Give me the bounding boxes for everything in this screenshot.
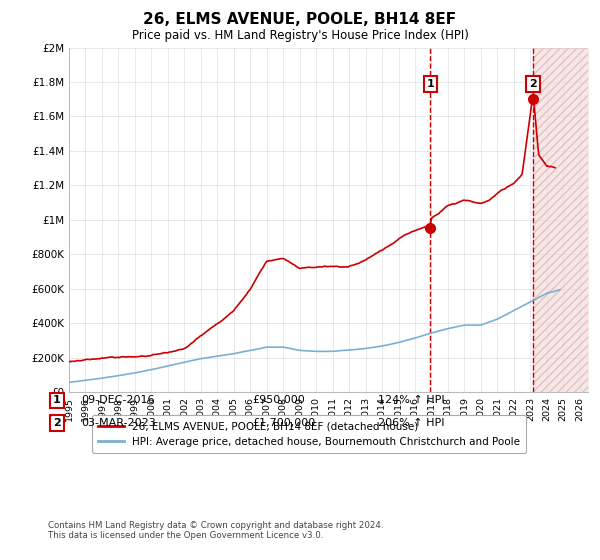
Legend: 26, ELMS AVENUE, POOLE, BH14 8EF (detached house), HPI: Average price, detached : 26, ELMS AVENUE, POOLE, BH14 8EF (detach… [92, 415, 526, 453]
Text: 09-DEC-2016: 09-DEC-2016 [81, 395, 155, 405]
Text: 1: 1 [426, 79, 434, 89]
Text: 2: 2 [53, 418, 61, 428]
Text: 1: 1 [53, 395, 61, 405]
Text: 206% ↑ HPI: 206% ↑ HPI [378, 418, 445, 428]
Text: Contains HM Land Registry data © Crown copyright and database right 2024.
This d: Contains HM Land Registry data © Crown c… [48, 521, 383, 540]
Text: £1,700,000: £1,700,000 [252, 418, 315, 428]
Text: Price paid vs. HM Land Registry's House Price Index (HPI): Price paid vs. HM Land Registry's House … [131, 29, 469, 42]
Text: £950,000: £950,000 [252, 395, 305, 405]
Text: 2: 2 [529, 79, 537, 89]
Text: 03-MAR-2023: 03-MAR-2023 [81, 418, 156, 428]
Text: 124% ↑ HPI: 124% ↑ HPI [378, 395, 445, 405]
Text: 26, ELMS AVENUE, POOLE, BH14 8EF: 26, ELMS AVENUE, POOLE, BH14 8EF [143, 12, 457, 27]
